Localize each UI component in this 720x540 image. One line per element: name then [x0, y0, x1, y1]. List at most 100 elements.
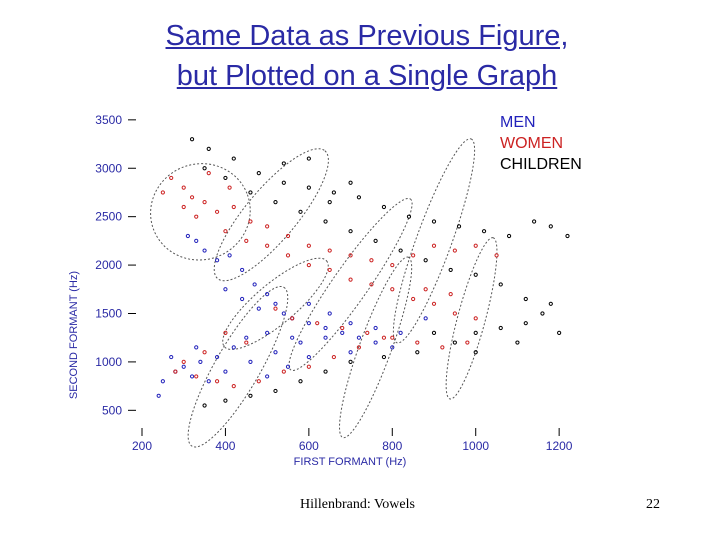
point-women — [306, 364, 311, 369]
point-children — [189, 137, 195, 142]
point-children — [540, 311, 545, 316]
data-points — [156, 137, 570, 408]
point-men — [390, 345, 395, 350]
vowel-ellipse-6 — [445, 237, 498, 400]
point-men — [373, 325, 378, 331]
point-children — [331, 190, 336, 195]
point-men — [194, 238, 199, 243]
point-men — [227, 253, 232, 258]
point-men — [306, 301, 311, 306]
point-women — [202, 350, 207, 355]
point-men — [423, 316, 428, 321]
x-axis: 200 400 600 800 1000 1200 — [132, 428, 573, 453]
y-tick-label-2500: 2500 — [95, 210, 122, 224]
point-men — [189, 374, 195, 379]
point-men — [198, 359, 203, 365]
vowel-ellipse-8 — [187, 285, 289, 448]
point-women — [423, 287, 428, 292]
point-men — [373, 340, 378, 345]
point-men — [240, 296, 245, 302]
point-children — [456, 224, 462, 229]
point-children — [415, 350, 420, 355]
point-women — [327, 248, 332, 253]
point-children — [327, 200, 332, 205]
point-children — [231, 156, 236, 161]
point-men — [281, 311, 286, 316]
y-tick-label-500: 500 — [102, 403, 122, 417]
point-children — [323, 219, 328, 224]
point-men — [273, 350, 278, 355]
point-women — [223, 229, 228, 234]
vowel-ellipse-1 — [150, 163, 251, 261]
point-women — [265, 224, 270, 229]
point-children — [498, 325, 503, 331]
point-children — [202, 166, 207, 171]
point-children — [506, 233, 512, 239]
point-women — [473, 243, 478, 248]
point-men — [285, 364, 291, 369]
point-women — [331, 354, 336, 360]
point-children — [423, 258, 428, 263]
point-children — [557, 330, 562, 335]
point-men — [323, 325, 328, 331]
point-women — [306, 262, 311, 268]
point-women — [448, 292, 453, 297]
point-children — [298, 209, 303, 214]
point-women — [214, 379, 220, 384]
point-children — [306, 185, 311, 190]
x-tick-label-600: 600 — [299, 439, 319, 453]
point-children — [306, 156, 311, 161]
point-women — [285, 253, 291, 258]
point-men — [160, 379, 165, 384]
point-children — [348, 359, 353, 365]
point-women — [306, 243, 311, 248]
point-women — [181, 204, 186, 210]
point-children — [323, 369, 328, 374]
point-women — [181, 185, 186, 190]
legend: MEN WOMEN CHILDREN — [500, 114, 582, 173]
point-men — [348, 350, 353, 355]
point-women — [431, 243, 437, 248]
page-number: 22 — [646, 497, 660, 512]
point-men — [194, 345, 199, 350]
point-children — [565, 233, 570, 239]
point-children — [548, 224, 553, 229]
point-women — [290, 316, 295, 321]
point-children — [398, 248, 403, 253]
point-women — [381, 335, 387, 340]
point-women — [411, 253, 416, 258]
point-women — [244, 340, 249, 345]
y-tick-label-1500: 1500 — [95, 306, 122, 320]
point-children — [406, 214, 412, 219]
point-men — [169, 354, 174, 360]
point-women — [465, 340, 470, 345]
x-tick-label-800: 800 — [382, 439, 402, 453]
point-children — [473, 350, 478, 355]
y-axis: 500 1000 1500 2000 2500 3000 3500 — [95, 113, 136, 417]
y-tick-label-2000: 2000 — [95, 258, 122, 272]
point-children — [273, 388, 278, 394]
point-children — [348, 180, 353, 185]
point-children — [281, 180, 286, 185]
point-women — [223, 330, 228, 335]
point-men — [240, 267, 245, 273]
point-children — [298, 379, 303, 384]
point-women — [365, 330, 370, 335]
point-men — [265, 330, 270, 335]
point-men — [156, 393, 161, 398]
point-children — [548, 301, 553, 306]
point-women — [214, 209, 220, 214]
point-women — [315, 321, 320, 326]
point-men — [248, 359, 253, 365]
point-women — [194, 374, 199, 379]
point-men — [348, 321, 353, 326]
point-women — [411, 296, 416, 302]
y-axis-label: SECOND FORMANT (Hz) — [68, 271, 80, 399]
point-children — [248, 393, 253, 398]
x-tick-label-200: 200 — [132, 439, 152, 453]
point-women — [248, 219, 253, 224]
point-men — [181, 364, 186, 369]
point-men — [206, 379, 211, 384]
point-children — [481, 229, 487, 234]
point-men — [306, 321, 311, 326]
